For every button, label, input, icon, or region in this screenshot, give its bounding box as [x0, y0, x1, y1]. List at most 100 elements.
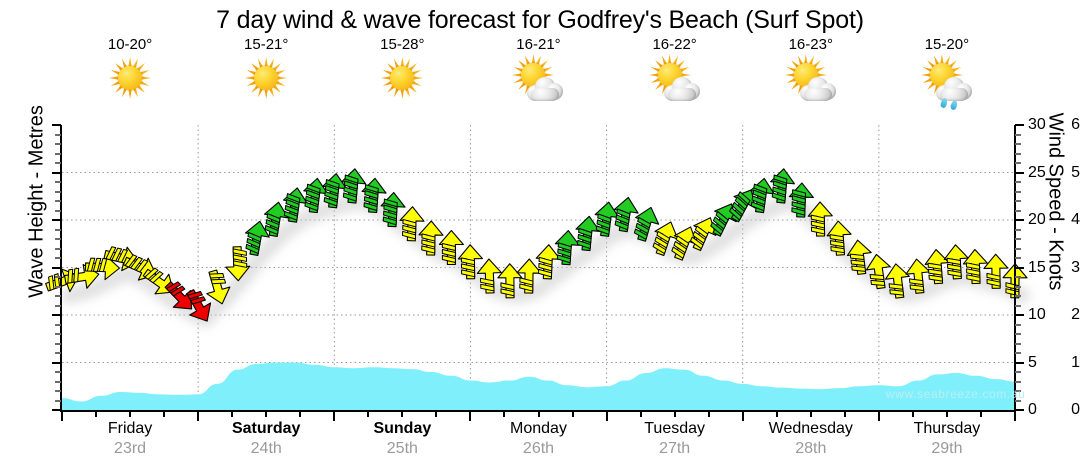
- left-tick-label: 2: [1071, 306, 1080, 323]
- sun-icon: [386, 57, 418, 99]
- wind-arrow: [575, 215, 601, 252]
- temperature-range: 15-21°: [244, 36, 289, 53]
- left-tick: [52, 314, 61, 316]
- showers-icon: [920, 54, 974, 111]
- wind-arrow: [457, 244, 483, 280]
- right-minor-tick: [1015, 190, 1021, 193]
- bottom-minor-tick: [435, 412, 438, 417]
- right-axis-title: Wind Speed - Knots: [1044, 112, 1067, 291]
- bottom-minor-tick: [231, 412, 234, 417]
- sunny-icon: [103, 57, 157, 111]
- day-name: Friday: [107, 420, 153, 437]
- day-label-strip: Friday 23rd Saturday 24th Sunday 25th Monday 26…: [62, 418, 1015, 468]
- left-tick: [52, 171, 61, 174]
- wind-arrow: [535, 244, 561, 280]
- day-name: Saturday: [231, 420, 301, 437]
- day-icon-cell: 15-28°: [334, 36, 470, 122]
- right-minor-tick: [1015, 285, 1021, 288]
- day-date: 24th: [250, 440, 282, 457]
- bottom-minor-tick: [707, 412, 710, 417]
- wind-arrow: [924, 249, 950, 285]
- right-minor-tick: [1015, 304, 1021, 307]
- sun-icon: [114, 57, 146, 99]
- left-tick: [52, 361, 61, 364]
- wind-arrow: [943, 244, 969, 280]
- wind-arrow: [322, 173, 348, 209]
- bottom-minor-tick: [503, 412, 506, 417]
- day-date: 25th: [386, 440, 418, 457]
- wind-arrow: [905, 258, 931, 294]
- left-minor-tick: [55, 323, 61, 326]
- wind-arrow: [729, 189, 756, 223]
- left-minor-tick: [55, 200, 61, 202]
- temperature-range: 15-28°: [380, 36, 425, 53]
- left-minor-tick: [55, 133, 61, 136]
- wind-arrow: [516, 258, 542, 294]
- right-axis-line: [1014, 125, 1016, 412]
- wind-arrow: [418, 220, 444, 256]
- sun-icon: [250, 57, 282, 99]
- wind-arrow: [438, 229, 464, 266]
- left-minor-tick: [55, 352, 61, 354]
- day-date: 27th: [659, 440, 691, 457]
- bottom-major-tick: [333, 412, 336, 421]
- day-name: Tuesday: [644, 420, 706, 437]
- left-minor-tick: [55, 181, 61, 183]
- right-minor-tick: [1015, 133, 1021, 136]
- right-tick: [1015, 314, 1024, 316]
- wind-arrow: [206, 269, 231, 305]
- temperature-range: 16-23°: [788, 36, 833, 53]
- wind-arrow: [476, 258, 502, 294]
- left-minor-tick: [55, 190, 61, 193]
- right-minor-tick: [1015, 152, 1021, 155]
- bottom-minor-tick: [775, 412, 778, 417]
- right-tick-label: 0: [1028, 401, 1037, 418]
- left-tick-label: 5: [1071, 163, 1080, 181]
- right-minor-tick: [1015, 390, 1021, 392]
- wind-arrow: [245, 220, 270, 257]
- wave-height-area: [62, 362, 1015, 410]
- cloud-icon: [799, 77, 836, 101]
- right-tick-label: 25: [1028, 163, 1046, 181]
- bottom-minor-tick: [163, 412, 166, 417]
- left-minor-tick: [55, 304, 61, 307]
- day-label-cell: Saturday 24th: [198, 418, 334, 468]
- right-tick: [1015, 219, 1024, 221]
- wind-arrow: [613, 196, 639, 233]
- left-tick-label: 3: [1071, 258, 1080, 276]
- left-minor-tick: [55, 333, 61, 335]
- wind-arrow: [633, 206, 660, 242]
- day-label-cell: Monday 26th: [470, 418, 606, 468]
- left-tick: [52, 266, 61, 269]
- day-label-cell: Sunday 25th: [334, 418, 470, 468]
- right-minor-tick: [1015, 247, 1021, 250]
- day-date: 28th: [795, 440, 827, 457]
- day-icon-cell: 15-20°: [879, 36, 1015, 122]
- right-minor-tick: [1015, 209, 1021, 212]
- wind-arrow: [770, 168, 796, 204]
- wind-arrow: [884, 263, 910, 299]
- cloud-icon: [527, 77, 564, 101]
- partly-cloudy-icon: [648, 54, 702, 111]
- wind-arrow: [380, 191, 406, 228]
- bottom-minor-tick: [95, 412, 98, 417]
- bottom-minor-tick: [979, 412, 982, 417]
- left-tick: [52, 219, 61, 221]
- left-minor-tick: [55, 162, 61, 164]
- wind-arrow: [122, 254, 157, 281]
- day-label-cell: Thursday 29th: [879, 418, 1015, 468]
- bottom-minor-tick: [843, 412, 846, 417]
- wind-arrow: [749, 177, 775, 214]
- day-label-cell: Tuesday 27th: [607, 418, 743, 468]
- left-minor-tick: [55, 399, 61, 402]
- temperature-range: 10-20°: [107, 36, 153, 53]
- bottom-axis-line: [60, 410, 1016, 412]
- left-minor-tick: [55, 390, 61, 392]
- right-minor-tick: [1015, 143, 1021, 145]
- wind-arrow: [788, 182, 814, 218]
- right-tick-label: 15: [1028, 258, 1046, 276]
- day-date: 29th: [931, 440, 963, 457]
- watermark: www.seabreeze.com.au: [886, 387, 1026, 401]
- day-icon-cell: 16-23°: [743, 36, 879, 122]
- right-tick-label: 30: [1028, 116, 1046, 133]
